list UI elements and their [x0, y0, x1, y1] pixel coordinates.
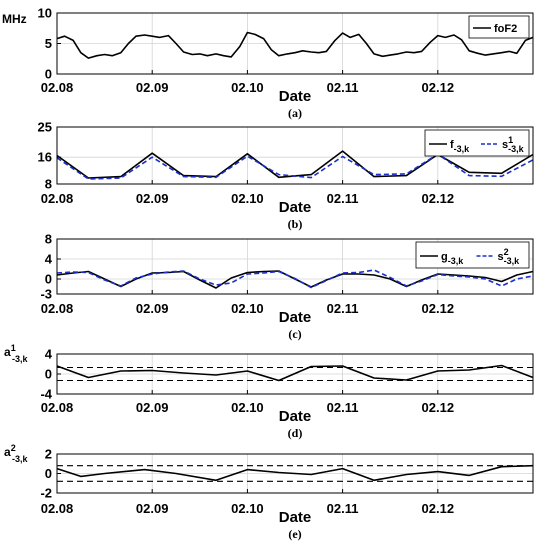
- x-tick-label: 02.12: [422, 80, 455, 95]
- x-tick-label: 02.08: [41, 501, 74, 516]
- series-line-value: [56, 364, 534, 382]
- legend-label-sub: -3,k: [504, 256, 521, 266]
- y-tick-label: -3: [40, 287, 52, 302]
- x-axis-label: Date: [279, 309, 312, 326]
- legend-label: s1 -3,k: [502, 135, 525, 154]
- series-line-s: [56, 153, 534, 180]
- x-tick-label: 02.10: [231, 191, 264, 206]
- legend-box: [468, 15, 530, 39]
- panel-caption: (e): [288, 527, 301, 541]
- x-tick-label: 02.11: [327, 191, 359, 206]
- series-line-foF2: [56, 31, 534, 59]
- y-tick-label: 4: [45, 347, 53, 362]
- y-label-sub: -3,k: [12, 454, 29, 464]
- legend-label-base: g: [441, 251, 448, 263]
- x-tick-label: 02.11: [327, 301, 359, 316]
- x-tick-label: 02.08: [41, 191, 74, 206]
- series-line-value: [56, 464, 534, 482]
- y-tick-label: -2: [40, 486, 52, 501]
- legend-label-sup: 2: [504, 247, 509, 257]
- y-tick-label: 0: [45, 367, 52, 382]
- panel-d: 02.08 02.09 02.10 02.11 02.12 -4 0 4 Date(d) a1 -3…: [4, 343, 534, 440]
- y-label-base: a: [4, 445, 11, 459]
- legend-label-sub: -3,k: [448, 256, 465, 266]
- legend-label-base: s: [502, 139, 508, 151]
- plot-frame: [56, 238, 534, 295]
- x-tick-label: 02.12: [422, 191, 455, 206]
- panel-a: 02.08 02.09 02.10 02.11 02.12 0 5 10 Date(a) MHz f…: [2, 6, 534, 120]
- series-line-s: [56, 269, 534, 289]
- series-line-g: [56, 270, 534, 289]
- x-tick-label: 02.12: [422, 400, 455, 415]
- x-tick-label: 02.10: [231, 501, 264, 516]
- legend-label: f-3,k: [450, 139, 470, 154]
- legend-label-base: s: [498, 251, 504, 263]
- y-tick-label: 5: [45, 36, 52, 51]
- legend-label-sub: -3,k: [454, 144, 471, 154]
- y-axis-label: MHz: [2, 12, 27, 26]
- panel-c: 02.08 02.09 02.10 02.11 02.12-3048Date(c)g-3…: [40, 232, 534, 341]
- panel-caption: (c): [288, 327, 301, 341]
- y-tick-label: 0: [45, 466, 52, 481]
- y-label-sup: 2: [11, 443, 16, 453]
- x-tick-label: 02.12: [422, 301, 455, 316]
- panel-caption: (b): [288, 217, 303, 231]
- y-tick-label: 4: [45, 252, 53, 267]
- y-label-sup: 1: [11, 343, 16, 353]
- y-tick-label: 0: [45, 67, 52, 82]
- y-tick-label: 8: [45, 232, 52, 247]
- panel-caption: (d): [288, 426, 303, 440]
- legend-label-base: f: [450, 139, 454, 151]
- panel-caption: (a): [288, 106, 302, 120]
- x-tick-label: 02.09: [136, 400, 169, 415]
- x-tick-label: 02.11: [327, 80, 359, 95]
- x-axis-label: Date: [279, 408, 312, 425]
- x-tick-label: 02.09: [136, 301, 169, 316]
- x-tick-label: 02.08: [41, 400, 74, 415]
- panel-b: 02.08 02.09 02.10 02.11 02.1281625Date(b)f-3…: [38, 120, 534, 231]
- y-axis-label: a2 -3,k: [4, 443, 29, 464]
- legend-box: [415, 241, 530, 269]
- y-label-base: a: [4, 345, 11, 359]
- legend-label: foF2: [494, 23, 517, 35]
- y-axis-label: a1 -3,k: [4, 343, 29, 364]
- y-tick-label: 0: [45, 272, 52, 287]
- plot-frame: [56, 126, 534, 185]
- y-tick-label: 8: [45, 177, 52, 192]
- x-tick-label: 02.12: [422, 501, 455, 516]
- legend-label-sup: 1: [508, 135, 513, 145]
- legend-label-sub: -3,k: [508, 144, 525, 154]
- legend: g-3,k s2 -3,k: [415, 241, 530, 269]
- x-tick-label: 02.11: [327, 400, 359, 415]
- x-axis-label: Date: [279, 199, 312, 216]
- legend: foF2: [468, 15, 530, 39]
- y-tick-label: -4: [40, 387, 52, 402]
- y-tick-label: 25: [38, 120, 52, 135]
- legend-label: s2 -3,k: [498, 247, 521, 266]
- x-tick-label: 02.10: [231, 80, 264, 95]
- y-tick-label: 10: [38, 6, 52, 21]
- x-tick-label: 02.09: [136, 191, 169, 206]
- legend: f-3,k s1 -3,k: [424, 129, 530, 157]
- x-tick-label: 02.08: [41, 80, 74, 95]
- x-tick-label: 02.11: [327, 501, 359, 516]
- legend-box: [424, 129, 530, 157]
- x-tick-label: 02.10: [231, 400, 264, 415]
- x-tick-label: 02.09: [136, 80, 169, 95]
- y-label-sub: -3,k: [12, 354, 29, 364]
- y-tick-label: 16: [38, 150, 52, 165]
- x-tick-label: 02.10: [231, 301, 264, 316]
- legend-label: g-3,k: [441, 251, 464, 266]
- y-tick-label: 2: [45, 447, 52, 462]
- x-axis-label: Date: [279, 509, 312, 526]
- x-axis-label: Date: [279, 88, 312, 105]
- x-tick-label: 02.08: [41, 301, 74, 316]
- legend-label-base: foF2: [494, 23, 517, 35]
- x-tick-label: 02.09: [136, 501, 169, 516]
